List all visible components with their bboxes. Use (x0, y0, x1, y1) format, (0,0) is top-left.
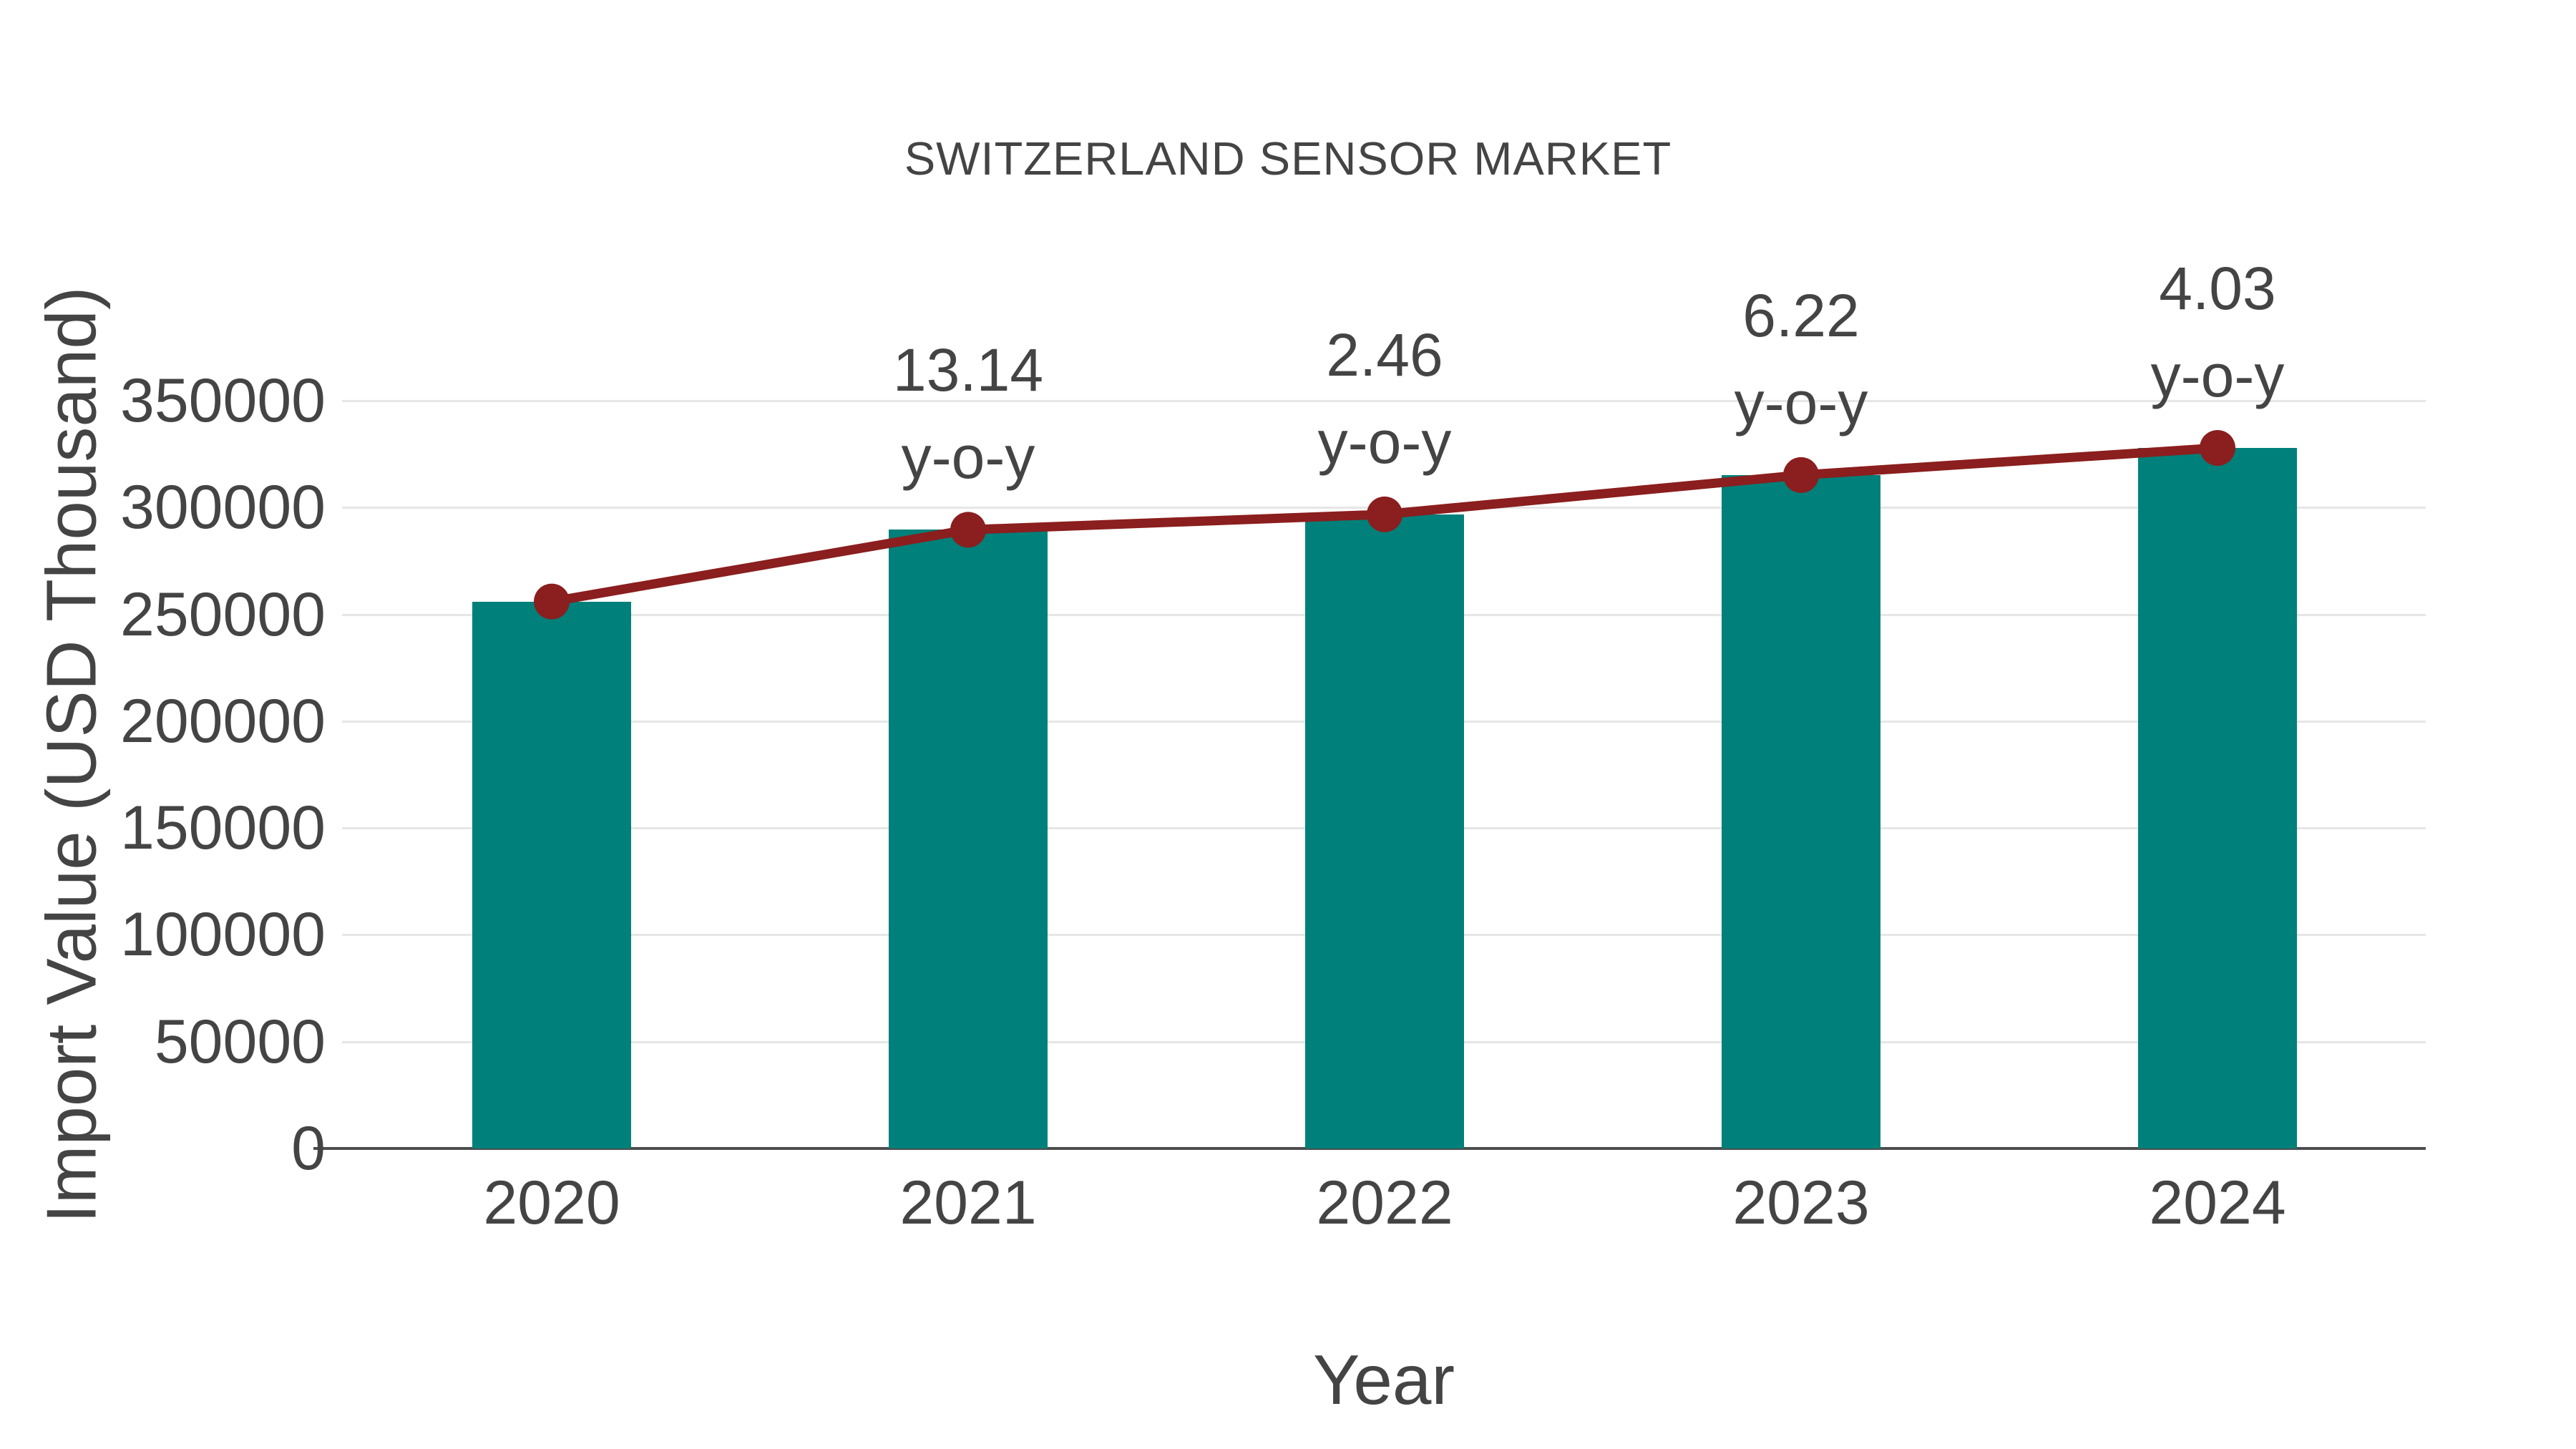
x-axis-line (313, 1147, 2426, 1150)
y-tick-label-200000: 200000 (120, 687, 326, 756)
y-tick-label-250000: 250000 (120, 580, 326, 649)
gridline-350000 (342, 400, 2426, 402)
yoy-value: 4.03 (2159, 254, 2276, 322)
x-tick-label-2024: 2024 (2149, 1169, 2286, 1237)
x-axis-title: Year (1312, 1340, 1455, 1419)
y-tick-label-150000: 150000 (120, 794, 326, 862)
bar-2023 (1722, 474, 1880, 1148)
bar-2020 (472, 601, 631, 1148)
gridline-300000 (342, 507, 2426, 509)
y-tick-label-0: 0 (291, 1114, 326, 1183)
y-tick-label-100000: 100000 (120, 900, 326, 969)
yoy-label-2021: 13.14 y-o-y (746, 326, 1190, 501)
yoy-value: 6.22 (1742, 281, 1860, 349)
yoy-label-2022: 2.46 y-o-y (1163, 311, 1606, 486)
y-tick-label-300000: 300000 (120, 473, 326, 542)
y-tick-label-350000: 350000 (120, 366, 326, 435)
yoy-value: 2.46 (1326, 321, 1443, 389)
bar-2024 (2138, 447, 2297, 1148)
yoy-suffix: y-o-y (1734, 369, 1868, 436)
y-tick-label-50000: 50000 (154, 1008, 326, 1076)
yoy-suffix: y-o-y (901, 424, 1035, 492)
yoy-suffix: y-o-y (1317, 408, 1452, 476)
x-tick-label-2023: 2023 (1732, 1169, 1870, 1237)
yoy-label-2024: 4.03 y-o-y (1996, 245, 2439, 419)
bar-2021 (889, 530, 1048, 1148)
x-tick-label-2021: 2021 (899, 1169, 1037, 1237)
bar-2022 (1305, 514, 1464, 1148)
yoy-suffix: y-o-y (2150, 341, 2285, 409)
y-axis-title: Import Value (USD Thousand) (31, 286, 111, 1224)
x-tick-label-2020: 2020 (483, 1169, 620, 1237)
yoy-value: 13.14 (892, 336, 1044, 404)
yoy-label-2023: 6.22 y-o-y (1579, 272, 2023, 447)
chart-title: SWITZERLAND SENSOR MARKET (904, 132, 1672, 185)
x-tick-label-2022: 2022 (1316, 1169, 1453, 1237)
